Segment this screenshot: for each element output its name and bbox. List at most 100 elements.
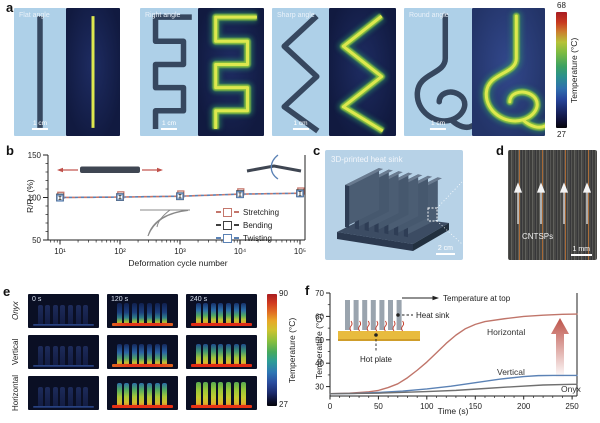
panel-f-xlabel: Time (s) [437, 406, 469, 416]
inset-plate-label: Hot plate [360, 355, 393, 364]
round-angle-shape [404, 8, 472, 136]
row-label-horizontal: Horizontal [11, 375, 20, 412]
panel-a-label: a [6, 0, 14, 15]
panel-b-label: b [6, 143, 14, 158]
zoom-callout-line [436, 220, 463, 245]
b-xtick-1: 10¹ [54, 247, 66, 256]
b-ytick-150: 150 [28, 151, 42, 160]
thermal-cell-horizontal-240s [186, 376, 257, 410]
f-xtick-50: 50 [374, 402, 383, 411]
f-ytick-70: 70 [315, 289, 324, 298]
colorbar-a [556, 12, 567, 128]
time-label-240s: 240 s [190, 296, 208, 303]
heat-sink-title: 3D-printed heat sink [331, 155, 403, 164]
row-label-onyx: Onyx [11, 301, 20, 321]
cntsp-annotation: CNTSPs [522, 232, 554, 241]
thermal-cell-horizontal-0s [28, 376, 99, 410]
right-angle-shape [140, 8, 198, 136]
f-ytick-40: 40 [315, 359, 324, 368]
legend-marker-twisting [223, 233, 232, 243]
thermal-cell-onyx-120s: 120 s [107, 294, 178, 328]
f-xtick-0: 0 [328, 402, 333, 411]
flat-angle-photo: Flat angle 1 cm [14, 8, 66, 136]
curve-label-onyx: Onyx [561, 384, 581, 394]
panel-f-chart: 70 60 50 40 30 0 50 100 150 200 250 [315, 289, 579, 411]
curve-label-vertical: Vertical [497, 367, 525, 377]
b-ytick-100: 100 [28, 194, 42, 203]
time-label-120s: 120 s [111, 296, 129, 303]
alignment-arrows [513, 182, 592, 224]
zoom-callout-line [436, 181, 463, 209]
f-xtick-100: 100 [420, 402, 434, 411]
sharp-angle-title: Sharp angle [277, 12, 315, 19]
f-ytick-50: 50 [315, 336, 324, 345]
flat-angle-scalebar: 1 cm [31, 120, 49, 130]
legend-dash [234, 211, 239, 213]
f-ytick-60: 60 [315, 312, 324, 321]
legend-marker-stretching [223, 207, 232, 217]
b-xtick-2: 10² [114, 247, 126, 256]
cntsp-scalebar: 1 mm [570, 246, 592, 256]
flat-angle-shape [14, 8, 66, 136]
thermal-cell-onyx-0s: 0 s [28, 294, 99, 328]
sharp-angle-scalebar: 1 cm [292, 120, 309, 130]
round-angle-thermal-shape [472, 8, 545, 136]
b-xtick-5: 10⁵ [294, 247, 306, 256]
legend-dash [216, 237, 221, 239]
b-xtick-3: 10³ [174, 247, 186, 256]
round-angle-title: Round angle [409, 12, 449, 19]
f-xtick-150: 150 [469, 402, 483, 411]
inset-top-label: Temperature at top [443, 294, 511, 303]
right-angle-title: Right angle [145, 12, 181, 19]
sharp-angle-thermal-image [329, 8, 396, 136]
panel-b-legend: Stretching Bending Twisting [214, 207, 279, 246]
bending-icon [246, 154, 302, 180]
inset-sink-label: Heat sink [416, 311, 450, 320]
heat-flux-squiggles [349, 320, 405, 332]
row-label-vertical: Vertical [11, 338, 20, 366]
thermal-cell-vertical-0s [28, 335, 99, 369]
f-xtick-250: 250 [565, 402, 579, 411]
heat-sink-drawing [337, 168, 463, 251]
panel-d-label: d [496, 143, 504, 158]
f-ytick-30: 30 [315, 383, 324, 392]
legend-item-bending: Bending [214, 220, 279, 230]
thermal-cell-horizontal-120s [107, 376, 178, 410]
colorbar-a-min: 27 [557, 130, 566, 139]
round-angle-photo: Round angle 1 cm [404, 8, 472, 136]
heat-sink-photo: 3D-printed heat sink 2 cm [325, 150, 463, 260]
stretching-icon [57, 166, 163, 173]
twisting-icon [140, 209, 190, 237]
colorbar-e-title: Temperature (°C) [287, 317, 297, 383]
right-angle-scalebar: 1 cm [160, 120, 178, 130]
panel-c-label: c [313, 143, 321, 158]
sharp-angle-thermal-shape [329, 8, 396, 136]
cntsp-micrograph: CNTSPs 1 mm [508, 150, 597, 260]
colorbar-e [267, 294, 277, 406]
flat-angle-thermal-shape [66, 8, 120, 136]
panel-e-label: e [3, 284, 11, 299]
legend-marker-bending [223, 220, 232, 230]
heat-sink-schematic: Temperature at top Heat sink Hot plate [338, 294, 511, 364]
round-angle-thermal-image [472, 8, 545, 136]
f-xtick-200: 200 [517, 402, 531, 411]
legend-dash [216, 224, 221, 226]
thermal-cell-onyx-240s: 240 s [186, 294, 257, 328]
right-angle-photo: Right angle 1 cm [140, 8, 198, 136]
time-label-0s: 0 s [32, 296, 42, 303]
flat-angle-title: Flat angle [19, 12, 50, 19]
legend-label-bending: Bending [243, 220, 273, 230]
right-angle-thermal-image [198, 8, 264, 136]
b-ytick-50: 50 [32, 236, 41, 245]
b-xtick-4: 10⁴ [234, 247, 247, 256]
legend-item-twisting: Twisting [214, 233, 279, 243]
legend-label-twisting: Twisting [243, 233, 272, 243]
panel-f-label: f [305, 283, 310, 298]
legend-dash [216, 211, 221, 213]
legend-label-stretching: Stretching [243, 207, 280, 217]
zoom-region-box [427, 207, 438, 222]
flat-angle-thermal-image [66, 8, 120, 136]
colorbar-a-max: 68 [557, 1, 566, 10]
sharp-angle-photo: Sharp angle 1 cm [272, 8, 329, 136]
round-angle-scalebar: 1 cm [429, 120, 447, 130]
